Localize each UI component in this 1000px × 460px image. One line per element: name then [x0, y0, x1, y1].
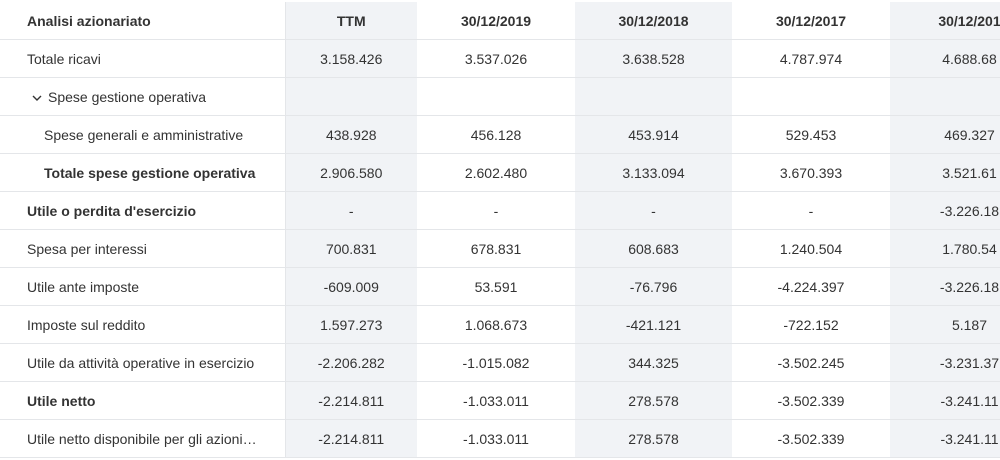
cell: 344.325: [575, 343, 732, 382]
cell: 53.591: [417, 267, 575, 306]
row-label[interactable]: Spese gestione operativa: [0, 77, 286, 116]
table-row: Utile da attività operative in esercizio…: [0, 343, 1000, 382]
cell: 453.914: [575, 115, 732, 154]
cell: 278.578: [575, 381, 732, 420]
row-label-text: Utile netto disponibile per gli azioni…: [27, 430, 257, 447]
row-label: Utile netto: [0, 381, 286, 420]
cell: 2.602.480: [417, 153, 575, 192]
cell: 469.327: [890, 115, 1000, 154]
table-row: Utile netto disponibile per gli azioni… -…: [0, 419, 1000, 458]
cell: -2.206.282: [285, 343, 417, 382]
cell: [732, 77, 890, 116]
row-label-text: Utile da attività operative in esercizio: [27, 354, 255, 371]
cell: 456.128: [417, 115, 575, 154]
cell: 3.638.528: [575, 39, 732, 78]
cell: 3.521.61: [890, 153, 1000, 192]
table-title: Analisi azionariato: [0, 2, 286, 40]
row-label: Totale ricavi: [0, 39, 286, 78]
cell: 1.780.54: [890, 229, 1000, 268]
cell: 1.068.673: [417, 305, 575, 344]
cell: -609.009: [285, 267, 417, 306]
cell: -4.224.397: [732, 267, 890, 306]
cell: 278.578: [575, 419, 732, 458]
table-row: Spese gestione operativa: [0, 77, 1000, 116]
row-label-text: Totale spese gestione operativa: [44, 164, 256, 181]
cell: 3.670.393: [732, 153, 890, 192]
table-row: Totale spese gestione operativa 2.906.580…: [0, 153, 1000, 192]
row-label: Spesa per interessi: [0, 229, 286, 268]
column-header: TTM: [285, 2, 417, 40]
cell: -3.502.339: [732, 419, 890, 458]
table-row: Imposte sul reddito 1.597.273 1.068.673 -42…: [0, 305, 1000, 344]
cell: 1.597.273: [285, 305, 417, 344]
table-row: Spesa per interessi 700.831 678.831 608.683…: [0, 229, 1000, 268]
cell: 700.831: [285, 229, 417, 268]
cell: -1.033.011: [417, 381, 575, 420]
collapse-chevron[interactable]: [32, 93, 42, 103]
cell: -3.231.37: [890, 343, 1000, 382]
cell: [575, 77, 732, 116]
cell: -3.502.245: [732, 343, 890, 382]
row-label: Utile da attività operative in esercizio: [0, 343, 286, 382]
column-header: 30/12/201: [890, 2, 1000, 40]
header-row: Analisi azionariato TTM 30/12/2019 30/12/20…: [0, 2, 1000, 40]
row-label-text: Spesa per interessi: [27, 240, 147, 257]
row-label-text: Spese gestione operativa: [48, 88, 206, 105]
cell: -3.241.11: [890, 381, 1000, 420]
cell: -: [575, 191, 732, 230]
cell: -2.214.811: [285, 419, 417, 458]
column-header: 30/12/2019: [417, 2, 575, 40]
table-row: Utile o perdita d'esercizio - - - - -3.226.18: [0, 191, 1000, 230]
cell: 3.537.026: [417, 39, 575, 78]
column-header: 30/12/2017: [732, 2, 890, 40]
cell: -3.502.339: [732, 381, 890, 420]
cell: -: [417, 191, 575, 230]
cell: 2.906.580: [285, 153, 417, 192]
cell: -722.152: [732, 305, 890, 344]
row-label: Utile o perdita d'esercizio: [0, 191, 286, 230]
cell: 5.187: [890, 305, 1000, 344]
cell: -2.214.811: [285, 381, 417, 420]
row-label: Utile ante imposte: [0, 267, 286, 306]
row-label: Utile netto disponibile per gli azioni…: [0, 419, 286, 458]
cell: -1.015.082: [417, 343, 575, 382]
cell: -1.033.011: [417, 419, 575, 458]
cell: [417, 77, 575, 116]
table-row: Totale ricavi 3.158.426 3.537.026 3.638.528…: [0, 39, 1000, 78]
cell: [890, 77, 1000, 116]
row-label: Imposte sul reddito: [0, 305, 286, 344]
cell: -3.226.18: [890, 267, 1000, 306]
table-row: Spese generali e amministrative 438.928 45…: [0, 115, 1000, 154]
cell: 678.831: [417, 229, 575, 268]
row-label-text: Utile netto: [27, 392, 96, 409]
row-label: Totale spese gestione operativa: [0, 153, 286, 192]
row-label-text: Imposte sul reddito: [27, 316, 146, 333]
row-label-text: Spese generali e amministrative: [44, 126, 244, 143]
cell: 3.133.094: [575, 153, 732, 192]
row-label-text: Totale ricavi: [27, 50, 101, 67]
cell: 1.240.504: [732, 229, 890, 268]
cell: 4.787.974: [732, 39, 890, 78]
cell: 3.158.426: [285, 39, 417, 78]
cell: 4.688.68: [890, 39, 1000, 78]
cell: -3.241.11: [890, 419, 1000, 458]
row-label-text: Utile o perdita d'esercizio: [27, 202, 197, 219]
cell: 438.928: [285, 115, 417, 154]
cell: -: [285, 191, 417, 230]
row-label: Spese generali e amministrative: [0, 115, 286, 154]
column-header: 30/12/2018: [575, 2, 732, 40]
table-row: Utile netto -2.214.811 -1.033.011 278.578 -3…: [0, 381, 1000, 420]
cell: -76.796: [575, 267, 732, 306]
cell: 529.453: [732, 115, 890, 154]
row-label-text: Utile ante imposte: [27, 278, 140, 295]
cell: 608.683: [575, 229, 732, 268]
cell: -3.226.18: [890, 191, 1000, 230]
cell: -: [732, 191, 890, 230]
cell: [285, 77, 417, 116]
table-row: Utile ante imposte -609.009 53.591 -76.796-…: [0, 267, 1000, 306]
cell: -421.121: [575, 305, 732, 344]
